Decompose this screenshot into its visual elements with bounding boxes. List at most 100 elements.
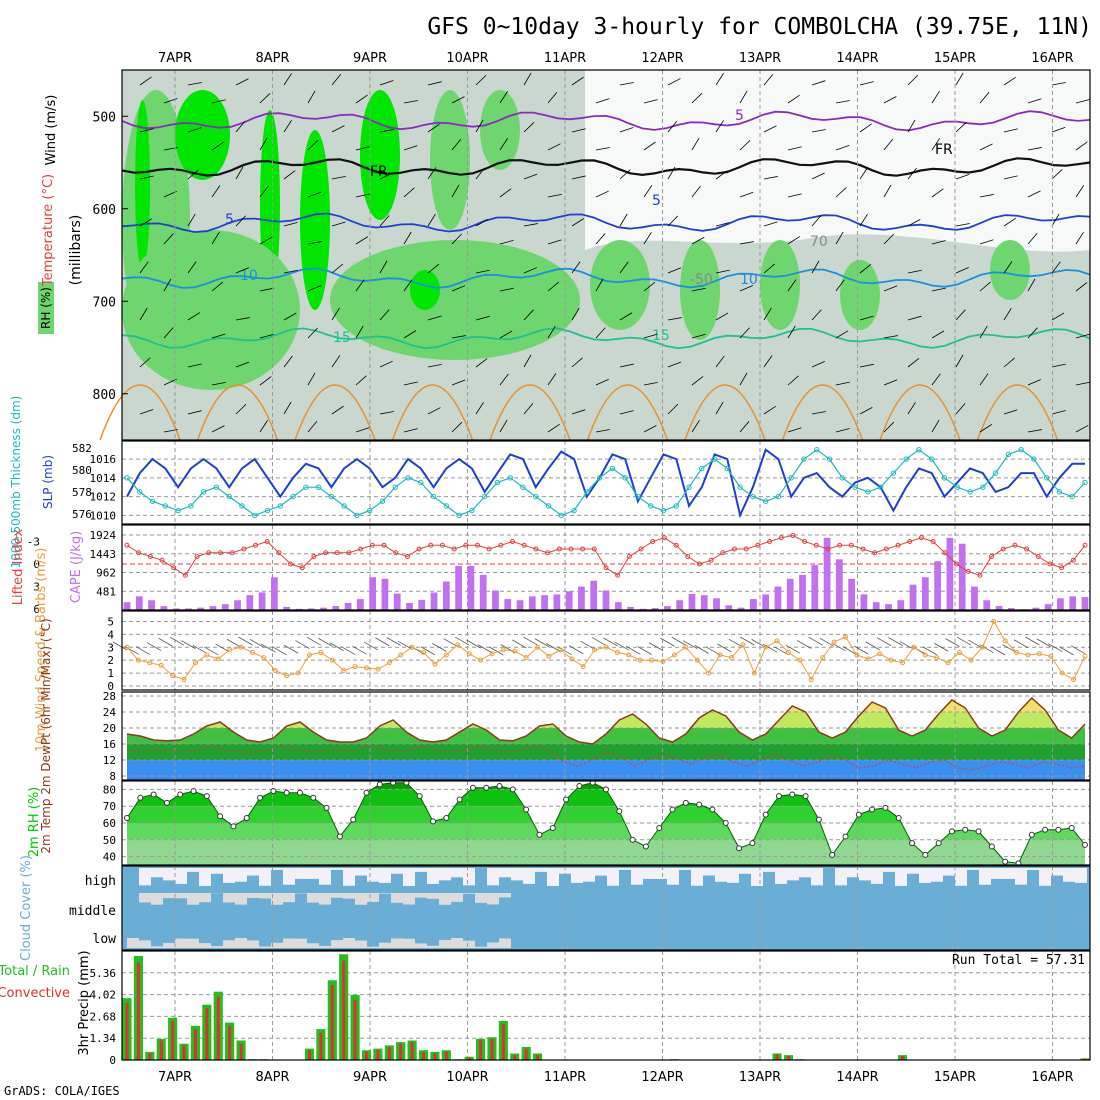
- wind-barb: [1075, 185, 1085, 198]
- thickness-point: [149, 498, 156, 504]
- rh-point: [350, 816, 357, 823]
- high-cloud-gap: [1003, 868, 1015, 879]
- rh-point: [935, 840, 942, 847]
- thickness-point: [609, 465, 616, 472]
- wind-speed-point: [478, 657, 484, 663]
- wind-speed-point: [181, 677, 187, 683]
- wind-barb: [211, 231, 220, 245]
- rh-point: [443, 814, 450, 821]
- precip-convective-bar: [775, 1054, 779, 1060]
- temp-tick-label: 8: [109, 770, 116, 783]
- lifted-index-point: [650, 539, 656, 544]
- surface-wind-barb: [352, 645, 367, 655]
- wind-barb: [787, 146, 802, 151]
- cloud-level-label: low: [93, 932, 117, 947]
- rh-point: [709, 806, 716, 813]
- wind-speed-point: [706, 670, 712, 676]
- wind-barb: [427, 213, 436, 227]
- lifted-index-point: [767, 539, 773, 544]
- cape-bar: [713, 598, 720, 610]
- low-cloud-gap: [355, 940, 367, 948]
- rh-point: [456, 796, 463, 803]
- wind-barb: [307, 372, 316, 386]
- cape-bar: [995, 606, 1003, 610]
- wind-barb: [235, 78, 249, 86]
- wind-barb: [907, 315, 922, 321]
- wind-barb: [283, 73, 293, 86]
- rh-point: [549, 825, 556, 832]
- wind-tick-label: 3: [107, 641, 114, 654]
- temp-color-band: [127, 760, 1085, 780]
- mid-cloud-gap: [391, 893, 403, 903]
- li-axis-label: Lifted Index: [11, 528, 26, 605]
- wind-barb: [475, 358, 488, 368]
- rh-tick-label: 40: [103, 851, 116, 864]
- mid-cloud-gap: [463, 893, 475, 894]
- thickness-point: [903, 456, 909, 462]
- wind-barb: [571, 261, 581, 274]
- wind-barb: [883, 335, 898, 339]
- temp-axis-label: 2m Temp 2m DewPt (6hr Min/Max) (°C): [39, 618, 53, 853]
- dewpoint-line: [126, 745, 1086, 771]
- wind-barb: [1051, 126, 1066, 133]
- cape-bar: [725, 605, 733, 610]
- wind-barb: [787, 375, 799, 386]
- high-cloud-gap: [631, 868, 643, 885]
- wind-barb: [715, 355, 725, 368]
- mid-cloud-gap: [223, 893, 235, 903]
- wind-speed-point: [774, 638, 780, 644]
- thickness-point: [264, 507, 271, 514]
- rh-point: [496, 783, 503, 790]
- warm-isotherm: [684, 384, 766, 441]
- wind-barb: [763, 125, 777, 133]
- thickness-point: [188, 503, 194, 509]
- wind-barb: [379, 172, 393, 180]
- top-date-label: 10APR: [446, 51, 488, 66]
- lifted-index-point: [989, 554, 995, 559]
- thickness-point: [175, 507, 181, 514]
- surface-wind-barb: [1036, 638, 1051, 648]
- wind-barb: [355, 427, 370, 433]
- wind-barb: [355, 236, 369, 245]
- rh-point: [722, 820, 729, 826]
- wind-barb: [715, 401, 724, 415]
- bottom-date-axis: 7APR 8APR 9APR 10APR 11APR 12APR 13APR 14APR 15A…: [158, 1070, 1074, 1085]
- lifted-index-point: [486, 546, 492, 552]
- contour-label: 10: [740, 272, 758, 288]
- wind-speed-point: [1025, 652, 1031, 658]
- wind-barb: [883, 379, 898, 386]
- mid-cloud-gap: [151, 893, 163, 905]
- wind-barb: [1051, 169, 1063, 180]
- li-tick-label: 0: [33, 558, 40, 571]
- thickness-point: [839, 475, 846, 481]
- thickness-point: [545, 503, 552, 509]
- wind-barb: [499, 138, 508, 151]
- footer-credit: GrADS: COLA/IGES: [4, 1084, 120, 1098]
- temp-line: [126, 696, 1086, 745]
- mid-cloud-gap: [307, 893, 319, 903]
- wind-barb: [595, 429, 610, 433]
- wind-barb: [547, 239, 562, 245]
- mid-cloud-gap: [187, 893, 199, 905]
- cape-bar: [516, 600, 524, 610]
- wind-speed-point: [1082, 653, 1088, 659]
- surface-wind-barb: [238, 636, 253, 646]
- low-cloud-gap: [499, 938, 511, 948]
- lifted-index-point: [545, 550, 551, 556]
- precip-convective-bar: [536, 1055, 540, 1060]
- wind-barb: [427, 363, 442, 368]
- thickness-point: [418, 479, 424, 486]
- bottom-date-label: 7APR: [158, 1070, 192, 1085]
- wind-barb: [907, 119, 916, 133]
- cape-bar: [811, 565, 819, 610]
- wind-barb: [955, 354, 964, 368]
- wind-barb: [499, 373, 509, 386]
- wind-barb: [907, 358, 920, 368]
- wind-barb: [595, 98, 610, 104]
- lifted-index-point: [1000, 546, 1006, 552]
- wind-barb: [739, 191, 754, 198]
- mid-cloud-gap: [139, 893, 151, 903]
- cape-bar: [983, 600, 991, 610]
- precip-convective-bar: [490, 1038, 494, 1060]
- cape-bar: [1032, 607, 1040, 610]
